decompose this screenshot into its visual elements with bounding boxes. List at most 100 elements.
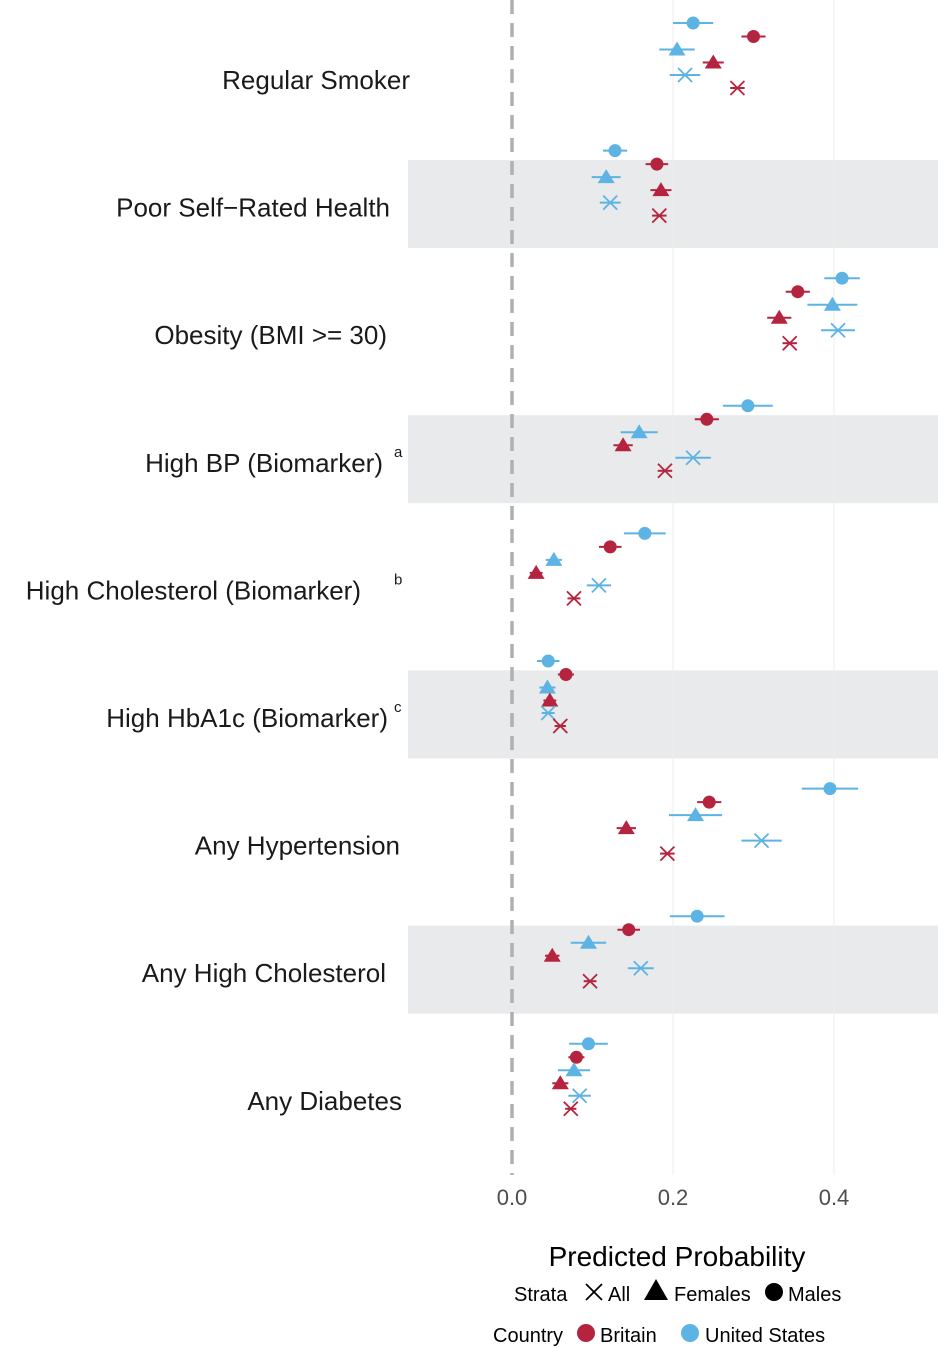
data-point (569, 1037, 608, 1051)
marker-triangle (545, 551, 563, 566)
data-point (557, 1062, 591, 1077)
data-point (552, 718, 568, 734)
marker-circle (741, 399, 755, 413)
marker-circle (541, 654, 555, 668)
marker-cross (563, 1101, 579, 1117)
marker-triangle (823, 296, 841, 311)
marker-triangle (579, 934, 597, 949)
data-marks (527, 16, 860, 1117)
data-point (651, 207, 667, 224)
category-label: Obesity (BMI >= 30) (154, 320, 387, 350)
legend-females-label: Females (674, 1284, 751, 1306)
data-point (543, 947, 561, 962)
data-point (591, 169, 621, 184)
marker-triangle (652, 182, 670, 197)
data-point (729, 80, 746, 96)
marker-cross (782, 335, 798, 351)
category-label: Any Hypertension (195, 831, 400, 861)
data-point (538, 679, 556, 694)
marker-circle (638, 526, 652, 540)
marker-triangle (687, 807, 705, 822)
category-label: Poor Self−Rated Health (116, 193, 390, 223)
data-point (741, 30, 766, 43)
marker-triangle (614, 437, 632, 452)
marker-cross (591, 577, 607, 594)
data-point (598, 540, 622, 554)
marker-cross (540, 705, 556, 721)
data-point (645, 157, 669, 171)
legend-britain-label: Britain (600, 1325, 657, 1347)
marker-circle (608, 144, 622, 158)
marker-triangle (543, 947, 561, 962)
data-point (586, 577, 612, 594)
data-point (807, 296, 858, 311)
data-point (563, 1101, 579, 1117)
data-point (673, 16, 714, 30)
data-point (568, 1050, 585, 1064)
marker-circle (690, 909, 704, 923)
category-superscript: b (394, 571, 402, 588)
marker-circle (700, 412, 714, 426)
marker-triangle (565, 1062, 583, 1077)
data-point (557, 668, 574, 681)
marker-cross (566, 590, 582, 607)
marker-cross (685, 450, 701, 466)
x-tick-label: 0.4 (819, 1185, 850, 1210)
marker-triangle (630, 424, 648, 439)
x-axis-title: Predicted Probability (549, 1241, 806, 1272)
marker-cross (659, 845, 676, 862)
marker-triangle (668, 41, 686, 56)
data-point (623, 526, 666, 540)
data-point (824, 271, 860, 285)
marker-circle (791, 285, 805, 299)
category-label: Any Diabetes (247, 1086, 402, 1116)
category-label: High Cholesterol (Biomarker) (26, 575, 361, 605)
category-label: Any High Cholesterol (142, 958, 386, 988)
marker-cross (657, 463, 673, 479)
data-point (617, 923, 640, 937)
marker-triangle (538, 679, 556, 694)
legend-country-title: Country (493, 1325, 563, 1347)
marker-circle (622, 923, 636, 937)
legend-all-icon (585, 1283, 603, 1301)
data-point (782, 335, 798, 351)
marker-cross (677, 67, 693, 83)
marker-triangle (597, 169, 615, 184)
marker-circle (823, 782, 837, 796)
marker-circle (702, 795, 716, 809)
data-point (767, 309, 792, 324)
marker-circle (747, 30, 760, 43)
legend-males-icon (765, 1283, 783, 1301)
marker-cross (633, 960, 649, 976)
data-point (551, 1075, 569, 1090)
legend-britain-icon (577, 1324, 595, 1342)
data-point (540, 705, 556, 721)
legend-strata: Strata All Females Males (514, 1279, 841, 1306)
marker-cross (571, 1088, 588, 1104)
marker-cross (552, 718, 568, 734)
data-point (669, 67, 701, 83)
marker-circle (559, 668, 573, 681)
marker-triangle (770, 309, 788, 324)
marker-cross (753, 832, 770, 849)
data-point (568, 1088, 591, 1104)
data-point (527, 564, 545, 579)
marker-circle (650, 157, 664, 171)
data-point (616, 820, 636, 835)
marker-circle (603, 540, 617, 554)
marker-cross (651, 207, 667, 224)
data-point (541, 692, 559, 707)
marker-circle (581, 1037, 595, 1051)
legend-females-icon (644, 1279, 668, 1300)
data-point (545, 551, 563, 566)
category-label: High BP (Biomarker) (145, 448, 383, 478)
data-point (722, 399, 773, 413)
x-tick-label: 0.0 (497, 1185, 528, 1210)
grid-lines (672, 0, 835, 1175)
category-superscript: a (394, 444, 403, 461)
legend-strata-title: Strata (514, 1284, 568, 1306)
marker-triangle (617, 820, 635, 835)
data-point (668, 807, 723, 822)
data-point (602, 144, 628, 158)
legend-country: Country Britain United States (493, 1324, 825, 1347)
